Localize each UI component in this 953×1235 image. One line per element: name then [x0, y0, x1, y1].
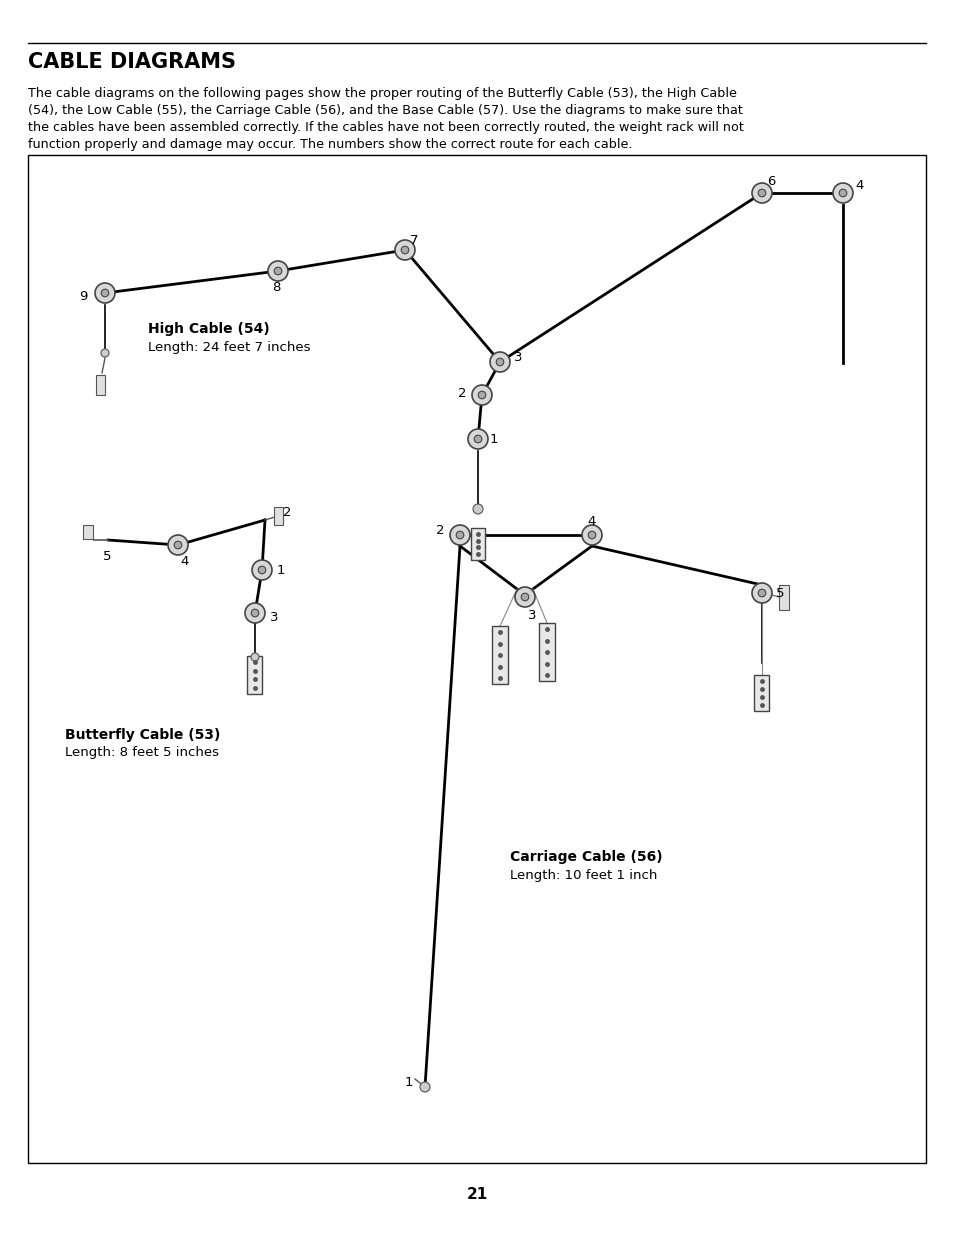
Bar	[28, 156, 925, 1163]
Text: 3: 3	[270, 610, 278, 624]
Circle shape	[751, 583, 771, 603]
Text: High Cable (54): High Cable (54)	[148, 322, 270, 336]
Circle shape	[468, 429, 488, 450]
Text: Length: 8 feet 5 inches: Length: 8 feet 5 inches	[65, 746, 219, 758]
Bar	[247, 656, 262, 694]
Text: 5: 5	[103, 550, 112, 562]
Text: 3: 3	[514, 351, 522, 363]
Bar	[492, 626, 507, 684]
Circle shape	[490, 352, 510, 372]
Circle shape	[268, 261, 288, 282]
Text: 4: 4	[586, 515, 595, 527]
Circle shape	[251, 653, 258, 661]
Text: 3: 3	[527, 609, 536, 621]
Circle shape	[588, 531, 596, 538]
Circle shape	[832, 183, 852, 203]
Circle shape	[450, 525, 470, 545]
Text: (54), the Low Cable (55), the Carriage Cable (56), and the Base Cable (57). Use : (54), the Low Cable (55), the Carriage C…	[28, 104, 742, 117]
Circle shape	[274, 267, 281, 275]
Text: 2: 2	[436, 524, 444, 536]
Circle shape	[758, 589, 765, 597]
Text: function properly and damage may occur. The numbers show the correct route for e: function properly and damage may occur. …	[28, 138, 632, 151]
Circle shape	[581, 525, 601, 545]
Text: 2: 2	[457, 387, 466, 399]
Text: 8: 8	[272, 280, 280, 294]
Text: 21: 21	[466, 1188, 487, 1203]
Bar	[538, 622, 555, 680]
Circle shape	[515, 587, 535, 606]
Text: 9: 9	[79, 289, 88, 303]
Circle shape	[758, 189, 765, 196]
Text: 4: 4	[854, 179, 862, 191]
Bar	[274, 508, 283, 525]
Text: Butterfly Cable (53): Butterfly Cable (53)	[65, 727, 220, 742]
Text: Length: 10 feet 1 inch: Length: 10 feet 1 inch	[510, 868, 657, 882]
Circle shape	[245, 603, 265, 622]
Text: 5: 5	[775, 587, 783, 599]
Text: Length: 24 feet 7 inches: Length: 24 feet 7 inches	[148, 341, 310, 353]
Text: 6: 6	[766, 174, 775, 188]
Circle shape	[101, 350, 109, 357]
Circle shape	[473, 504, 482, 514]
Circle shape	[168, 535, 188, 555]
Circle shape	[395, 240, 415, 261]
Circle shape	[419, 1082, 430, 1092]
Text: 4: 4	[180, 555, 188, 568]
Text: 1: 1	[405, 1076, 413, 1088]
Circle shape	[839, 189, 846, 196]
Circle shape	[258, 566, 266, 574]
Circle shape	[95, 283, 115, 303]
Circle shape	[477, 391, 485, 399]
Bar	[96, 375, 106, 395]
Text: 7: 7	[410, 233, 418, 247]
Bar	[754, 676, 769, 711]
Circle shape	[474, 435, 481, 443]
Circle shape	[401, 246, 409, 254]
Text: CABLE DIAGRAMS: CABLE DIAGRAMS	[28, 52, 235, 72]
Bar	[471, 529, 484, 559]
Circle shape	[456, 531, 463, 538]
Circle shape	[174, 541, 182, 548]
Text: the cables have been assembled correctly. If the cables have not been correctly : the cables have been assembled correctly…	[28, 121, 743, 135]
Bar	[779, 584, 788, 610]
Circle shape	[520, 593, 528, 600]
Circle shape	[496, 358, 503, 366]
Circle shape	[252, 559, 272, 580]
Circle shape	[472, 385, 492, 405]
Text: 1: 1	[276, 563, 285, 577]
Bar	[83, 525, 92, 538]
Circle shape	[251, 609, 258, 616]
Text: Carriage Cable (56): Carriage Cable (56)	[510, 850, 662, 864]
Text: 1: 1	[490, 432, 498, 446]
Circle shape	[101, 289, 109, 296]
Text: The cable diagrams on the following pages show the proper routing of the Butterf: The cable diagrams on the following page…	[28, 86, 736, 100]
Text: 2: 2	[283, 505, 292, 519]
Circle shape	[751, 183, 771, 203]
